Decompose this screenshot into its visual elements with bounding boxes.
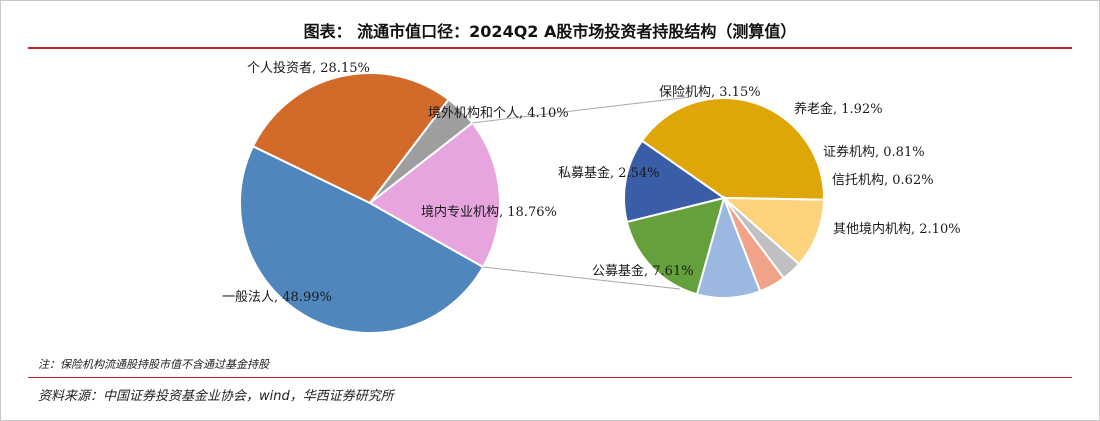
footer-divider xyxy=(28,377,1072,378)
chart-title: 图表： 流通市值口径：2024Q2 A股市场投资者持股结构（测算值） xyxy=(303,22,797,41)
source-text: 资料来源：中国证券投资基金业协会，wind，华西证券研究所 xyxy=(38,389,394,404)
main-pie-label-1: 个人投资者, 28.15% xyxy=(247,60,370,76)
connector-line-top xyxy=(472,96,691,124)
detail-pie-label-1: 私募基金, 2.54% xyxy=(558,165,660,181)
main-pie-slice-0 xyxy=(238,144,485,335)
detail-pie-label-2: 保险机构, 3.15% xyxy=(659,85,761,100)
detail-pie-label-3: 养老金, 1.92% xyxy=(794,101,883,117)
main-pie-label-3: 境内专业机构, 18.76% xyxy=(421,204,557,220)
pie-connector-lines xyxy=(472,96,691,290)
footnote: 注：保险机构流通股持股市值不含通过基金持股 xyxy=(38,358,269,371)
detail-pie-slice-1 xyxy=(623,139,727,224)
detail-pie-slice-6 xyxy=(721,196,825,266)
pie-labels: 一般法人, 48.99% 个人投资者, 28.15% 境外机构和个人, 4.10% 境… xyxy=(222,60,961,305)
detail-pie-label-4: 证券机构, 0.81% xyxy=(823,144,925,160)
main-pie-label-0: 一般法人, 48.99% xyxy=(222,289,332,305)
main-pie-slice-1 xyxy=(251,72,451,205)
detail-pie-label-5: 信托机构, 0.62% xyxy=(832,173,934,188)
professional-institutions-pie xyxy=(623,97,825,299)
detail-pie-slice-0 xyxy=(640,97,825,201)
main-pie-label-2: 境外机构和个人, 4.10% xyxy=(428,106,569,121)
detail-pie-slice-2 xyxy=(625,196,726,296)
main-pie xyxy=(238,72,501,335)
detail-pie-label-0: 公募基金, 7.61% xyxy=(592,263,694,279)
title-divider xyxy=(28,47,1072,49)
main-pie-slice-3 xyxy=(368,121,501,269)
detail-pie-label-6: 其他境内机构, 2.10% xyxy=(833,221,961,237)
connector-line-bottom xyxy=(483,266,681,290)
